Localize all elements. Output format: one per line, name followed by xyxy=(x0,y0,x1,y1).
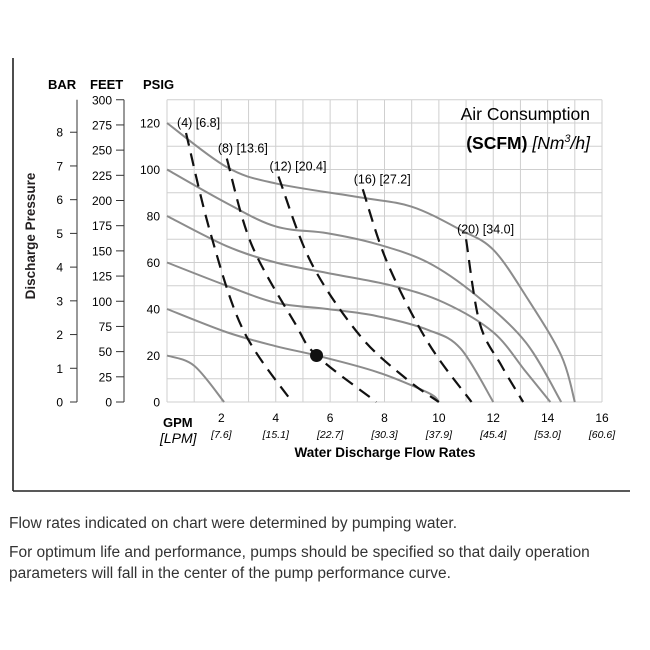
pressure-curve xyxy=(166,215,552,403)
psig-axis-title: PSIG xyxy=(143,77,174,92)
gpm-tick-label: 16 xyxy=(595,411,609,425)
air-curve-label: (20) [34.0] xyxy=(457,222,514,236)
pressure-curve xyxy=(166,122,576,403)
lpm-tick-label: [53.0] xyxy=(533,429,561,441)
air-consumption-curve xyxy=(184,132,293,403)
bar-tick-label: 6 xyxy=(56,193,63,207)
air-curve-labels: (4) [6.8] (8) [13.6](12) [20.4] (16) [27.2… xyxy=(177,116,514,236)
operating-point-marker xyxy=(310,349,324,362)
gpm-tick-label: 8 xyxy=(381,411,388,425)
feet-tick-label: 225 xyxy=(92,169,112,183)
lpm-tick-label: [7.6] xyxy=(210,429,233,441)
note-optimum: For optimum life and performance, pumps … xyxy=(9,544,590,582)
psig-tick-label: 20 xyxy=(147,349,161,363)
note-flow-rates: Flow rates indicated on chart were deter… xyxy=(9,515,458,532)
psig-tick-label: 0 xyxy=(153,396,160,410)
lpm-tick-label: [37.9] xyxy=(425,429,453,441)
psig-tick-label: 120 xyxy=(140,117,160,131)
feet-tick-label: 150 xyxy=(92,244,112,258)
pump-performance-chart: 0204060801001200255075100125150175200225… xyxy=(12,58,630,492)
bar-tick-label: 7 xyxy=(56,159,63,173)
psig-tick-label: 40 xyxy=(147,303,161,317)
gpm-tick-label: 12 xyxy=(487,411,501,425)
psig-tick-label: 60 xyxy=(147,256,161,270)
gpm-tick-label: 6 xyxy=(327,411,334,425)
air-curve-label: (4) [6.8] xyxy=(177,116,220,130)
y-axis-title: Discharge Pressure xyxy=(23,172,38,299)
air-consumption-curve xyxy=(277,176,440,403)
feet-tick-label: 0 xyxy=(105,396,112,410)
axes: 0204060801001200255075100125150175200225… xyxy=(56,93,616,441)
gpm-tick-label: 10 xyxy=(432,411,446,425)
psig-tick-label: 100 xyxy=(140,163,160,177)
bar-tick-label: 4 xyxy=(56,261,63,275)
bar-tick-label: 8 xyxy=(56,126,63,140)
lpm-tick-label: [30.3] xyxy=(370,429,398,441)
bar-tick-label: 5 xyxy=(56,227,63,241)
x-axis-title: Water Discharge Flow Rates xyxy=(294,445,475,460)
air-consumption-curves xyxy=(184,132,525,403)
feet-tick-label: 100 xyxy=(92,295,112,309)
legend-title: Air Consumption xyxy=(461,104,590,124)
pressure-curve xyxy=(166,354,225,403)
gpm-tick-label: 2 xyxy=(218,411,225,425)
grid xyxy=(166,99,603,403)
feet-tick-label: 300 xyxy=(92,93,112,107)
psig-tick-label: 80 xyxy=(147,210,161,224)
pressure-curve xyxy=(166,168,563,403)
gpm-tick-label: 4 xyxy=(272,411,279,425)
feet-tick-label: 175 xyxy=(92,219,112,233)
feet-tick-label: 25 xyxy=(99,370,113,384)
gpm-tick-label: 14 xyxy=(541,411,555,425)
lpm-tick-label: [45.4] xyxy=(479,429,507,441)
feet-tick-label: 200 xyxy=(92,194,112,208)
air-consumption-curve xyxy=(225,158,378,403)
air-curve-label: (12) [20.4] xyxy=(269,159,326,173)
bar-axis-title: BAR xyxy=(48,77,77,92)
feet-tick-label: 50 xyxy=(99,345,113,359)
lpm-unit-label: [LPM] xyxy=(159,430,198,446)
feet-tick-label: 75 xyxy=(99,320,113,334)
feet-axis-title: FEET xyxy=(90,77,123,92)
bar-tick-label: 1 xyxy=(56,362,63,376)
bar-tick-label: 3 xyxy=(56,294,63,308)
lpm-tick-label: [22.7] xyxy=(316,429,344,441)
lpm-tick-label: [60.6] xyxy=(588,429,616,441)
feet-tick-label: 250 xyxy=(92,144,112,158)
bar-tick-label: 0 xyxy=(56,396,63,410)
feet-tick-label: 125 xyxy=(92,270,112,284)
bar-tick-label: 2 xyxy=(56,328,63,342)
air-curve-label: (16) [27.2] xyxy=(354,172,411,186)
gpm-unit-label: GPM xyxy=(163,415,193,430)
legend-unit: (SCFM) [Nm3/h] xyxy=(466,133,591,153)
air-consumption-curve xyxy=(464,239,525,403)
air-curve-label: (8) [13.6] xyxy=(218,142,268,156)
feet-tick-label: 275 xyxy=(92,118,112,132)
air-consumption-curve xyxy=(361,188,473,403)
lpm-tick-label: [15.1] xyxy=(262,429,290,441)
